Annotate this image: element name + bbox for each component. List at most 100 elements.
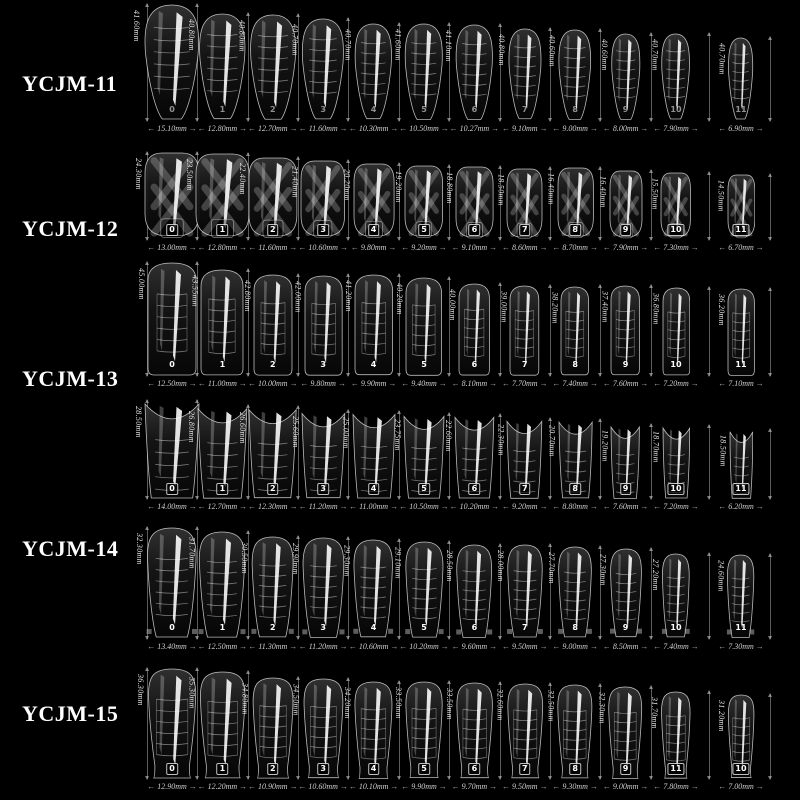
dimension-line: [648, 31, 653, 123]
nail-shape: [144, 402, 200, 499]
width-label: 7.20mm: [636, 502, 716, 512]
size-number: 1: [216, 483, 229, 495]
length-label: 37.40mm: [600, 291, 610, 323]
dimension-line: [768, 286, 772, 378]
dimension-line: [706, 424, 711, 500]
width-label: 11.20mm: [283, 502, 363, 512]
nail-shape: [352, 413, 396, 499]
width-label: 11.30mm: [233, 642, 313, 652]
nail-tip: [301, 537, 346, 639]
size-number: 0: [169, 105, 175, 114]
nail-shape: [557, 684, 593, 779]
nail-shape: [195, 153, 250, 238]
width-label: 7.60mm: [586, 502, 666, 512]
size-number: 7: [519, 483, 531, 495]
width-label: 12.80mm: [182, 124, 262, 134]
length-label: 15.50mm: [650, 178, 660, 210]
length-label: 20.70mm: [547, 425, 557, 457]
dimension-line: [195, 667, 200, 780]
dimension-line: [245, 670, 250, 780]
nail-shape: [353, 163, 394, 239]
size-number: 1: [219, 360, 226, 369]
length-label: 36.80mm: [651, 293, 661, 325]
dimension-line: [548, 166, 552, 241]
size-number: 10: [732, 763, 750, 775]
dimension-line: [598, 284, 603, 377]
nail-shape: [729, 431, 753, 499]
length-label: 31.70mm: [187, 536, 197, 569]
nail-tip: [506, 168, 543, 241]
length-label: 28.50mm: [445, 549, 455, 582]
dimension-line: [447, 275, 452, 378]
length-label: 18.50mm: [718, 434, 728, 467]
nail-shape: [661, 691, 691, 779]
width-label: 8.10mm: [434, 379, 514, 389]
dimension-line: [396, 162, 401, 241]
dimension-line: [296, 155, 300, 242]
length-label: 32.50mm: [546, 690, 556, 722]
nail-tip: [144, 400, 200, 499]
nail-shape: [248, 157, 298, 238]
dimension-line: [447, 164, 452, 241]
size-number: 9: [619, 224, 632, 236]
width-label: 9.20mm: [384, 243, 464, 253]
size-number: 6: [468, 224, 481, 236]
length-label: 40.80mm: [187, 19, 197, 51]
nail-tip: [253, 274, 293, 376]
size-number: 0: [166, 224, 178, 236]
dimension-line: [497, 22, 502, 122]
size-number: 0: [169, 623, 175, 632]
size-number: 2: [270, 623, 276, 632]
length-label: 33.50mm: [394, 687, 403, 720]
nail-shape: [405, 681, 443, 779]
nail-shape: [404, 541, 444, 638]
model-label-ycjm-15: YCJM-15: [22, 701, 119, 726]
width-label: 9.40mm: [384, 379, 464, 389]
width-label: 10.90mm: [233, 782, 313, 792]
size-number: 3: [317, 763, 329, 775]
nail-shape: [302, 18, 345, 120]
length-label: 34.80mm: [240, 682, 250, 715]
length-label: 31.20mm: [716, 700, 726, 733]
length-label: 29.30mm: [342, 545, 352, 577]
dimension-line: [145, 261, 149, 377]
width-label: 11.00mm: [334, 502, 414, 512]
nail-tip: [661, 553, 691, 639]
dimension-line: [296, 535, 300, 640]
length-label: 25.60mm: [290, 416, 300, 448]
size-number: 8: [572, 623, 578, 632]
nail-shape: [506, 168, 543, 239]
nail-tip: [353, 681, 394, 780]
nail-shape: [456, 544, 493, 638]
dimension-line: [245, 268, 250, 377]
length-label: 25.00mm: [341, 417, 351, 449]
nail-tip: [557, 546, 593, 639]
width-label: 9.50mm: [485, 642, 565, 652]
dimension-line: [706, 286, 711, 377]
nail-shape: [198, 531, 246, 638]
width-label: 10.60mm: [283, 243, 363, 253]
nail-shape: [508, 28, 542, 120]
length-label: 41.60mm: [393, 28, 403, 61]
nail-shape: [560, 286, 590, 376]
dimension-line: [195, 261, 200, 377]
size-number: 10: [667, 224, 685, 236]
width-label: 9.80mm: [334, 243, 414, 253]
nail-shape: [458, 283, 490, 376]
size-number: 2: [270, 105, 276, 114]
length-label: 34.50mm: [291, 684, 301, 716]
dimension-line: [447, 411, 452, 501]
dimension-line: [768, 552, 772, 640]
length-label: 36.20mm: [716, 293, 726, 326]
size-number: 5: [421, 360, 427, 369]
nail-tip: [197, 13, 248, 121]
dimension-line: [598, 166, 603, 241]
nail-tip: [506, 683, 545, 779]
nail-tip: [660, 691, 692, 779]
width-label: 11.60mm: [233, 243, 313, 253]
nail-tip: [458, 283, 490, 376]
length-label: 14.50mm: [716, 180, 726, 212]
dimension-line: [548, 27, 552, 122]
size-number: 8: [569, 763, 581, 775]
